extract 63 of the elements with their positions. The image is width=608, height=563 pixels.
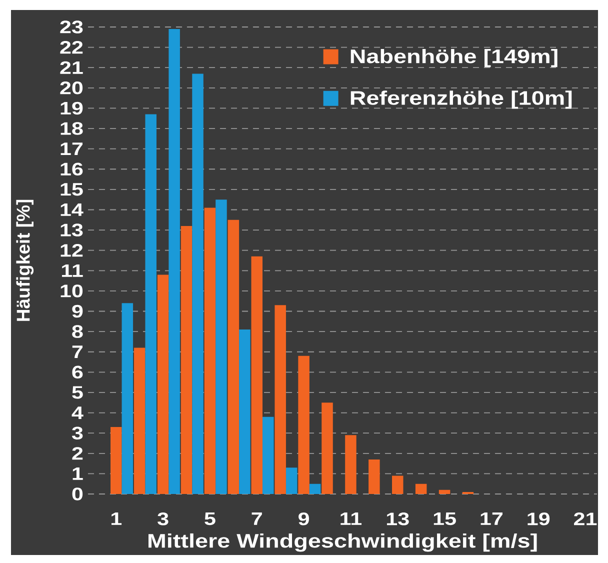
bar (368, 459, 380, 494)
y-tick-label: 20 (60, 82, 83, 94)
bar (262, 416, 274, 494)
x-tick-label: 13 (386, 512, 409, 526)
bar (122, 303, 134, 494)
bar (110, 426, 122, 494)
bar (239, 330, 250, 494)
x-tick-label: 21 (574, 512, 597, 526)
x-tick-label: 1 (112, 512, 122, 525)
x-tick-label: 7 (252, 512, 262, 525)
bar (134, 348, 146, 494)
bar (392, 476, 404, 494)
y-tick-label: 11 (62, 264, 83, 277)
y-tick-label: 18 (60, 122, 83, 135)
y-tick-label: 16 (60, 162, 83, 176)
y-tick-label: 15 (60, 183, 83, 196)
x-tick-label: 3 (158, 512, 168, 526)
bar (322, 402, 333, 494)
y-tick-label: 13 (60, 224, 83, 236)
y-tick-label: 23 (60, 20, 83, 34)
y-tick-label: 0 (72, 488, 83, 500)
y-tick-label: 3 (72, 426, 83, 440)
bar (180, 226, 192, 494)
x-tick-label: 5 (204, 512, 216, 526)
x-tick-label: 11 (340, 512, 362, 525)
bar (228, 220, 240, 494)
y-tick-label: 8 (72, 325, 83, 338)
bar (438, 490, 450, 494)
bar (251, 256, 263, 494)
legend-label: Nabenhöhe [149m] (350, 48, 558, 68)
bar (298, 356, 310, 494)
y-tick-label: 19 (60, 102, 83, 115)
y-axis-title: Häufigkeit [%] (16, 200, 34, 321)
y-tick-label: 14 (60, 204, 84, 216)
bar (415, 484, 427, 494)
y-tick-label: 4 (72, 406, 84, 419)
x-tick-label: 9 (298, 512, 310, 526)
bar (274, 305, 286, 494)
bar (286, 468, 298, 494)
y-tick-label: 21 (60, 61, 83, 74)
y-tick-label: 1 (72, 467, 83, 480)
y-tick-label: 6 (72, 366, 83, 379)
x-axis-title: Mittlere Windgeschwindigkeit [m/s] (148, 533, 537, 552)
bar (192, 74, 204, 494)
bar (345, 435, 356, 494)
y-tick-label: 17 (60, 142, 83, 156)
bar (309, 484, 321, 494)
x-tick-label: 17 (480, 512, 503, 525)
y-tick-label: 12 (60, 244, 83, 257)
bar (216, 200, 227, 494)
bar (168, 29, 180, 494)
bar (157, 274, 169, 494)
y-tick-label: 9 (72, 304, 83, 318)
x-tick-label: 19 (528, 512, 550, 526)
y-tick-label: 10 (60, 284, 83, 298)
bar (145, 114, 156, 494)
y-tick-label: 7 (72, 346, 83, 358)
bar (204, 208, 216, 494)
y-tick-label: 22 (60, 41, 83, 54)
x-tick-label: 15 (434, 512, 456, 526)
legend-label: Referenzhöhe [10m] (350, 90, 572, 109)
y-tick-label: 2 (72, 447, 83, 460)
y-tick-label: 5 (72, 386, 83, 399)
